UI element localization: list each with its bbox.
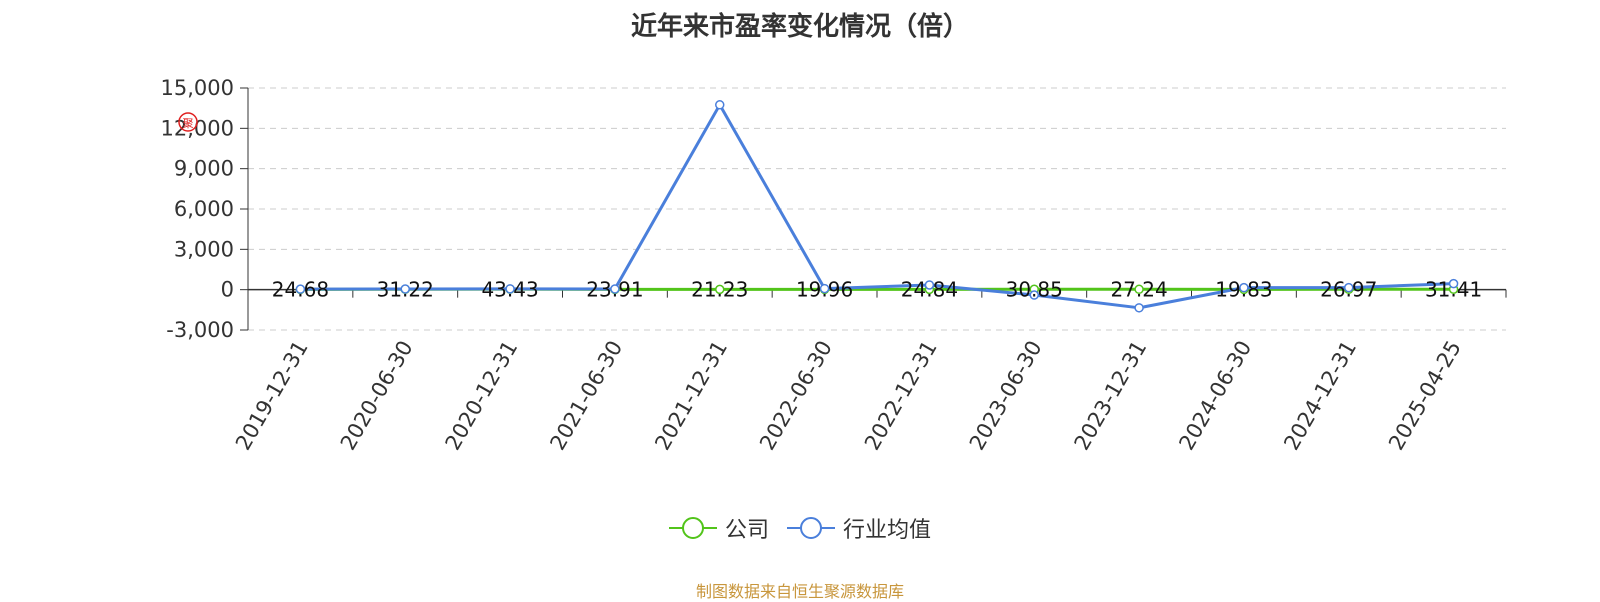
data-label: 31.41 bbox=[1425, 278, 1482, 302]
source-note: 制图数据来自恒生聚源数据库 bbox=[0, 578, 1600, 602]
data-label: 30.85 bbox=[1006, 278, 1063, 302]
x-tick-label: 2021-12-31 bbox=[650, 337, 732, 455]
x-tick-label: 2024-12-31 bbox=[1279, 337, 1361, 455]
y-tick-label: 9,000 bbox=[174, 157, 234, 181]
y-tick-label: 3,000 bbox=[174, 237, 234, 261]
data-label: 24.68 bbox=[272, 278, 329, 302]
y-tick-label: -3,000 bbox=[166, 318, 234, 342]
x-tick-label: 2020-06-30 bbox=[336, 337, 418, 455]
x-tick-label: 2025-04-25 bbox=[1384, 337, 1466, 455]
data-point bbox=[716, 101, 724, 109]
x-tick-label: 2019-12-31 bbox=[231, 337, 313, 455]
data-label: 24.84 bbox=[901, 278, 958, 302]
y-tick-label: 0 bbox=[221, 278, 234, 302]
data-label: 31.22 bbox=[377, 278, 434, 302]
data-label: 43.43 bbox=[481, 278, 538, 302]
y-tick-label: 15,000 bbox=[161, 76, 234, 100]
x-tick-label: 2023-06-30 bbox=[965, 337, 1047, 455]
legend: 公司 行业均值 bbox=[0, 512, 1600, 544]
legend-item-industry-average[interactable]: 行业均值 bbox=[787, 512, 931, 544]
svg-text:聚: 聚 bbox=[183, 117, 194, 130]
x-tick-label: 2021-06-30 bbox=[545, 337, 627, 455]
data-point bbox=[1135, 304, 1143, 312]
legend-item-company[interactable]: 公司 bbox=[669, 512, 769, 544]
x-tick-label: 2022-06-30 bbox=[755, 337, 837, 455]
data-label: 21.23 bbox=[691, 278, 748, 302]
x-tick-label: 2023-12-31 bbox=[1070, 337, 1152, 455]
legend-label-industry-average: 行业均值 bbox=[843, 512, 931, 544]
series-line-1 bbox=[300, 105, 1453, 308]
x-tick-label: 2022-12-31 bbox=[860, 337, 942, 455]
legend-label-company: 公司 bbox=[725, 512, 769, 544]
y-tick-label: 6,000 bbox=[174, 197, 234, 221]
data-label: 23.91 bbox=[586, 278, 643, 302]
data-label: 26.97 bbox=[1320, 278, 1377, 302]
axes: -3,00003,0006,0009,00012,00015,0002019-1… bbox=[161, 76, 1506, 454]
legend-marker-company bbox=[669, 516, 717, 540]
series-lines bbox=[296, 101, 1457, 312]
x-tick-label: 2024-06-30 bbox=[1174, 337, 1256, 455]
data-label: 27.24 bbox=[1110, 278, 1167, 302]
data-label: 19.83 bbox=[1215, 278, 1272, 302]
data-label: 19.96 bbox=[796, 278, 853, 302]
legend-marker-industry-average bbox=[787, 516, 835, 540]
x-tick-label: 2020-12-31 bbox=[441, 337, 523, 455]
